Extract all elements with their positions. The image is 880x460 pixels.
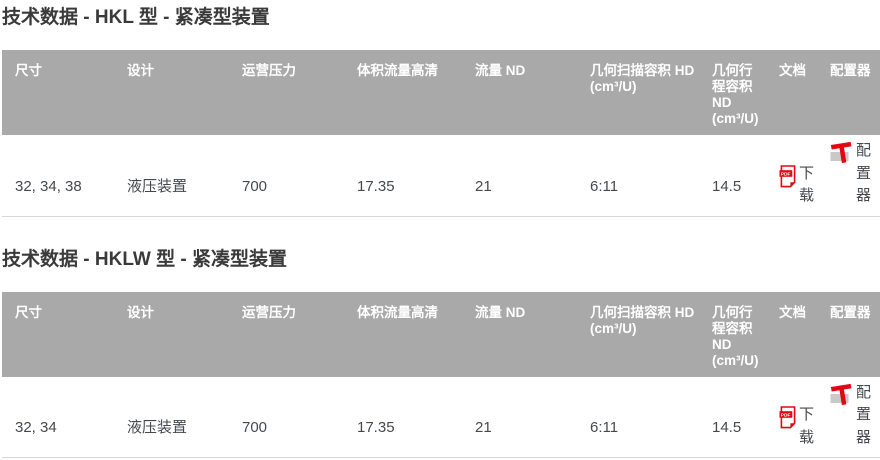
svg-text:PDF: PDF bbox=[781, 412, 791, 418]
configurator-label: 配置器 bbox=[856, 383, 872, 446]
column-header-sizes: 尺寸 bbox=[2, 291, 114, 377]
column-header-flow-nd: 流量 ND bbox=[462, 50, 577, 135]
cell-configurator: 配置器 bbox=[817, 135, 880, 217]
table-header-row: 尺寸 设计 运营压力 体积流量高清 流量 ND 几何扫描容积 HD (cm³/U)… bbox=[2, 291, 880, 377]
cell-geo-scan-volume-hd: 6:11 bbox=[577, 376, 699, 458]
column-header-configurator: 配置器 bbox=[817, 50, 880, 135]
cell-volume-flow-hd: 17.35 bbox=[344, 135, 462, 217]
technical-data-table-hkl: 尺寸 设计 运营压力 体积流量高清 流量 ND 几何扫描容积 HD (cm³/U)… bbox=[2, 50, 880, 217]
cell-sizes: 32, 34 bbox=[2, 376, 114, 458]
table-header-row: 尺寸 设计 运营压力 体积流量高清 流量 ND 几何扫描容积 HD (cm³/U)… bbox=[2, 50, 880, 135]
column-header-geo-stroke-volume-nd: 几何行程容积 ND (cm³/U) bbox=[699, 291, 766, 377]
cell-design: 液压装置 bbox=[114, 135, 229, 217]
section-title-hklw: 技术数据 - HKLW 型 - 紧凑型装置 bbox=[2, 248, 287, 270]
column-header-operating-pressure: 运营压力 bbox=[229, 291, 344, 377]
section-title-hkl: 技术数据 - HKL 型 - 紧凑型装置 bbox=[2, 7, 270, 28]
cell-documents: PDF 下载 bbox=[766, 135, 817, 217]
cell-operating-pressure: 700 bbox=[229, 376, 344, 458]
column-header-design: 设计 bbox=[114, 291, 229, 377]
pdf-icon: PDF bbox=[779, 406, 796, 429]
configurator-link[interactable]: 配置器 bbox=[830, 382, 872, 450]
cell-configurator: 配置器 bbox=[817, 376, 880, 458]
cell-flow-nd: 21 bbox=[462, 135, 577, 217]
cell-documents: PDF 下载 bbox=[766, 376, 817, 458]
column-header-configurator: 配置器 bbox=[817, 291, 880, 377]
cell-volume-flow-hd: 17.35 bbox=[344, 376, 462, 458]
technical-data-table-hklw: 尺寸 设计 运营压力 体积流量高清 流量 ND 几何扫描容积 HD (cm³/U)… bbox=[2, 291, 880, 458]
cell-geo-stroke-volume-nd: 14.5 bbox=[699, 376, 766, 458]
pdf-download-label: 下载 bbox=[799, 164, 815, 205]
column-header-volume-flow-hd: 体积流量高清 bbox=[344, 50, 462, 135]
cell-sizes: 32, 34, 38 bbox=[2, 135, 114, 217]
cell-operating-pressure: 700 bbox=[229, 135, 344, 217]
column-header-documents: 文档 bbox=[766, 50, 817, 135]
pdf-icon: PDF bbox=[779, 164, 796, 187]
pdf-download-link[interactable]: PDF 下载 bbox=[779, 404, 815, 449]
column-header-volume-flow-hd: 体积流量高清 bbox=[344, 291, 462, 377]
configurator-label: 配置器 bbox=[856, 142, 872, 204]
configurator-link[interactable]: 配置器 bbox=[830, 140, 872, 208]
column-header-design: 设计 bbox=[114, 50, 229, 135]
column-header-flow-nd: 流量 ND bbox=[462, 291, 577, 377]
column-header-geo-scan-volume-hd: 几何扫描容积 HD (cm³/U) bbox=[577, 50, 699, 135]
svg-text:PDF: PDF bbox=[781, 171, 791, 177]
column-header-documents: 文档 bbox=[766, 291, 817, 377]
cell-geo-stroke-volume-nd: 14.5 bbox=[699, 135, 766, 217]
table-row: 32, 34 液压装置 700 17.35 21 6:11 14.5 PDF bbox=[2, 376, 880, 458]
column-header-geo-stroke-volume-nd: 几何行程容积 ND (cm³/U) bbox=[699, 50, 766, 135]
column-header-sizes: 尺寸 bbox=[2, 50, 114, 135]
column-header-geo-scan-volume-hd: 几何扫描容积 HD (cm³/U) bbox=[577, 291, 699, 377]
cell-design: 液压装置 bbox=[114, 376, 229, 458]
table-row: 32, 34, 38 液压装置 700 17.35 21 6:11 14.5 P… bbox=[2, 135, 880, 217]
pdf-download-label: 下载 bbox=[799, 406, 815, 446]
wrench-icon bbox=[830, 141, 852, 164]
cell-geo-scan-volume-hd: 6:11 bbox=[577, 135, 699, 217]
wrench-icon bbox=[830, 383, 852, 405]
pdf-download-link[interactable]: PDF 下载 bbox=[779, 163, 815, 208]
column-header-operating-pressure: 运营压力 bbox=[229, 50, 344, 135]
cell-flow-nd: 21 bbox=[462, 376, 577, 458]
